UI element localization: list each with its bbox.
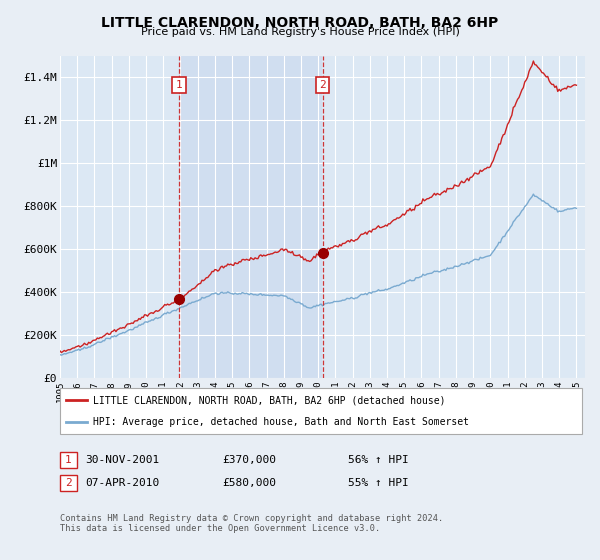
Text: £370,000: £370,000 <box>222 455 276 465</box>
Text: 2: 2 <box>319 80 326 90</box>
Text: 07-APR-2010: 07-APR-2010 <box>85 478 160 488</box>
Text: 30-NOV-2001: 30-NOV-2001 <box>85 455 160 465</box>
Text: £580,000: £580,000 <box>222 478 276 488</box>
Text: 1: 1 <box>176 80 182 90</box>
Bar <box>179 56 322 378</box>
Text: Contains HM Land Registry data © Crown copyright and database right 2024.
This d: Contains HM Land Registry data © Crown c… <box>60 514 443 533</box>
Text: LITTLE CLARENDON, NORTH ROAD, BATH, BA2 6HP (detached house): LITTLE CLARENDON, NORTH ROAD, BATH, BA2 … <box>93 395 445 405</box>
Text: HPI: Average price, detached house, Bath and North East Somerset: HPI: Average price, detached house, Bath… <box>93 417 469 427</box>
Text: 56% ↑ HPI: 56% ↑ HPI <box>348 455 409 465</box>
Text: 55% ↑ HPI: 55% ↑ HPI <box>348 478 409 488</box>
Text: LITTLE CLARENDON, NORTH ROAD, BATH, BA2 6HP: LITTLE CLARENDON, NORTH ROAD, BATH, BA2 … <box>101 16 499 30</box>
Text: Price paid vs. HM Land Registry's House Price Index (HPI): Price paid vs. HM Land Registry's House … <box>140 27 460 37</box>
Text: 2: 2 <box>65 478 72 488</box>
Text: 1: 1 <box>65 455 72 465</box>
